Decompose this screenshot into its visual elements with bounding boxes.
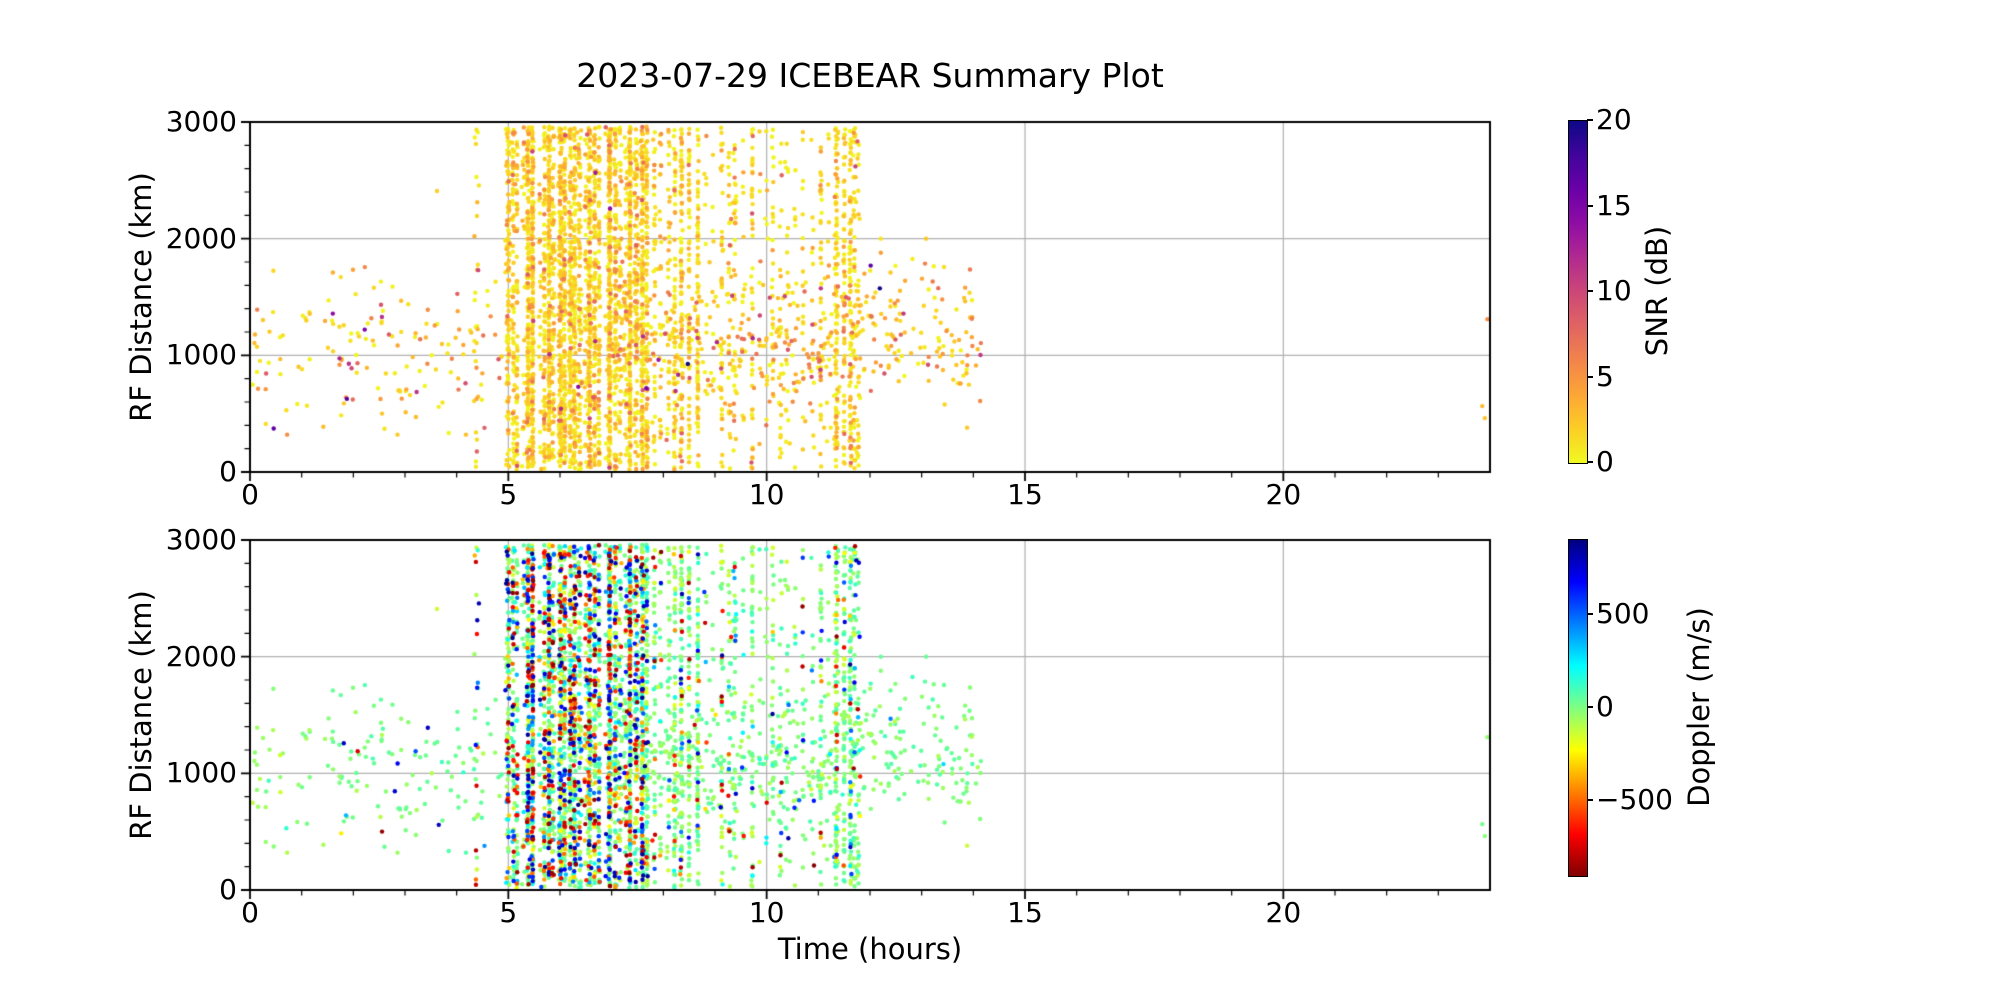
colorbar-tick-label: 20: [1596, 103, 1632, 136]
x-tick-label: 15: [1007, 896, 1043, 929]
x-tick-label: 5: [499, 896, 518, 929]
x-tick-label: 20: [1265, 478, 1302, 511]
x-tick-label: 5: [499, 478, 518, 511]
snr-colorbar-label: SNR (dB): [1640, 225, 1674, 357]
colorbar-tick-label: 10: [1596, 274, 1632, 307]
colorbar-tick-mark: [1587, 612, 1593, 615]
colorbar-tick-mark: [1587, 204, 1593, 207]
colorbar-tick-label: 5: [1596, 359, 1614, 393]
colorbar-tick-mark: [1587, 290, 1593, 292]
y-tick-label: 3000: [165, 523, 237, 556]
y-tick-label: 1000: [165, 756, 237, 790]
colorbar-tick-label: 500: [1596, 596, 1650, 630]
y-tick-label: 0: [219, 873, 237, 906]
doppler-scatter-canvas: [235, 525, 1505, 910]
x-tick-label: 10: [748, 896, 785, 929]
doppler-colorbar-label: Doppler (m/s): [1682, 607, 1716, 807]
colorbar-tick-mark: [1587, 375, 1593, 378]
colorbar-tick-mark: [1587, 461, 1593, 463]
colorbar-tick-mark: [1587, 706, 1593, 708]
snr-scatter-canvas: [235, 107, 1505, 492]
chart-title: 2023-07-29 ICEBEAR Summary Plot: [576, 56, 1164, 95]
x-tick-label: 0: [241, 478, 259, 511]
y-tick-label: 3000: [165, 105, 237, 138]
x-axis-label: Time (hours): [777, 932, 963, 966]
snr-colorbar-gradient: [1568, 120, 1588, 464]
colorbar-tick-label: 0: [1596, 445, 1614, 478]
colorbar-tick-mark: [1587, 799, 1593, 802]
x-tick-label: 0: [241, 896, 259, 929]
colorbar-tick-label: −500: [1596, 783, 1673, 817]
colorbar-tick-mark: [1587, 119, 1593, 121]
y-tick-label: 2000: [165, 221, 237, 255]
x-tick-label: 15: [1007, 478, 1043, 511]
colorbar-tick-label: 15: [1596, 188, 1632, 222]
doppler-colorbar-gradient: [1568, 539, 1588, 877]
x-tick-label: 20: [1265, 896, 1302, 929]
y-tick-label: 1000: [165, 338, 237, 372]
snr-y-axis-label: RF Distance (km): [124, 172, 158, 422]
y-tick-label: 0: [219, 455, 237, 488]
x-tick-label: 10: [748, 478, 785, 511]
y-tick-label: 2000: [165, 639, 237, 673]
colorbar-tick-label: 0: [1596, 690, 1614, 723]
doppler-y-axis-label: RF Distance (km): [124, 590, 158, 840]
